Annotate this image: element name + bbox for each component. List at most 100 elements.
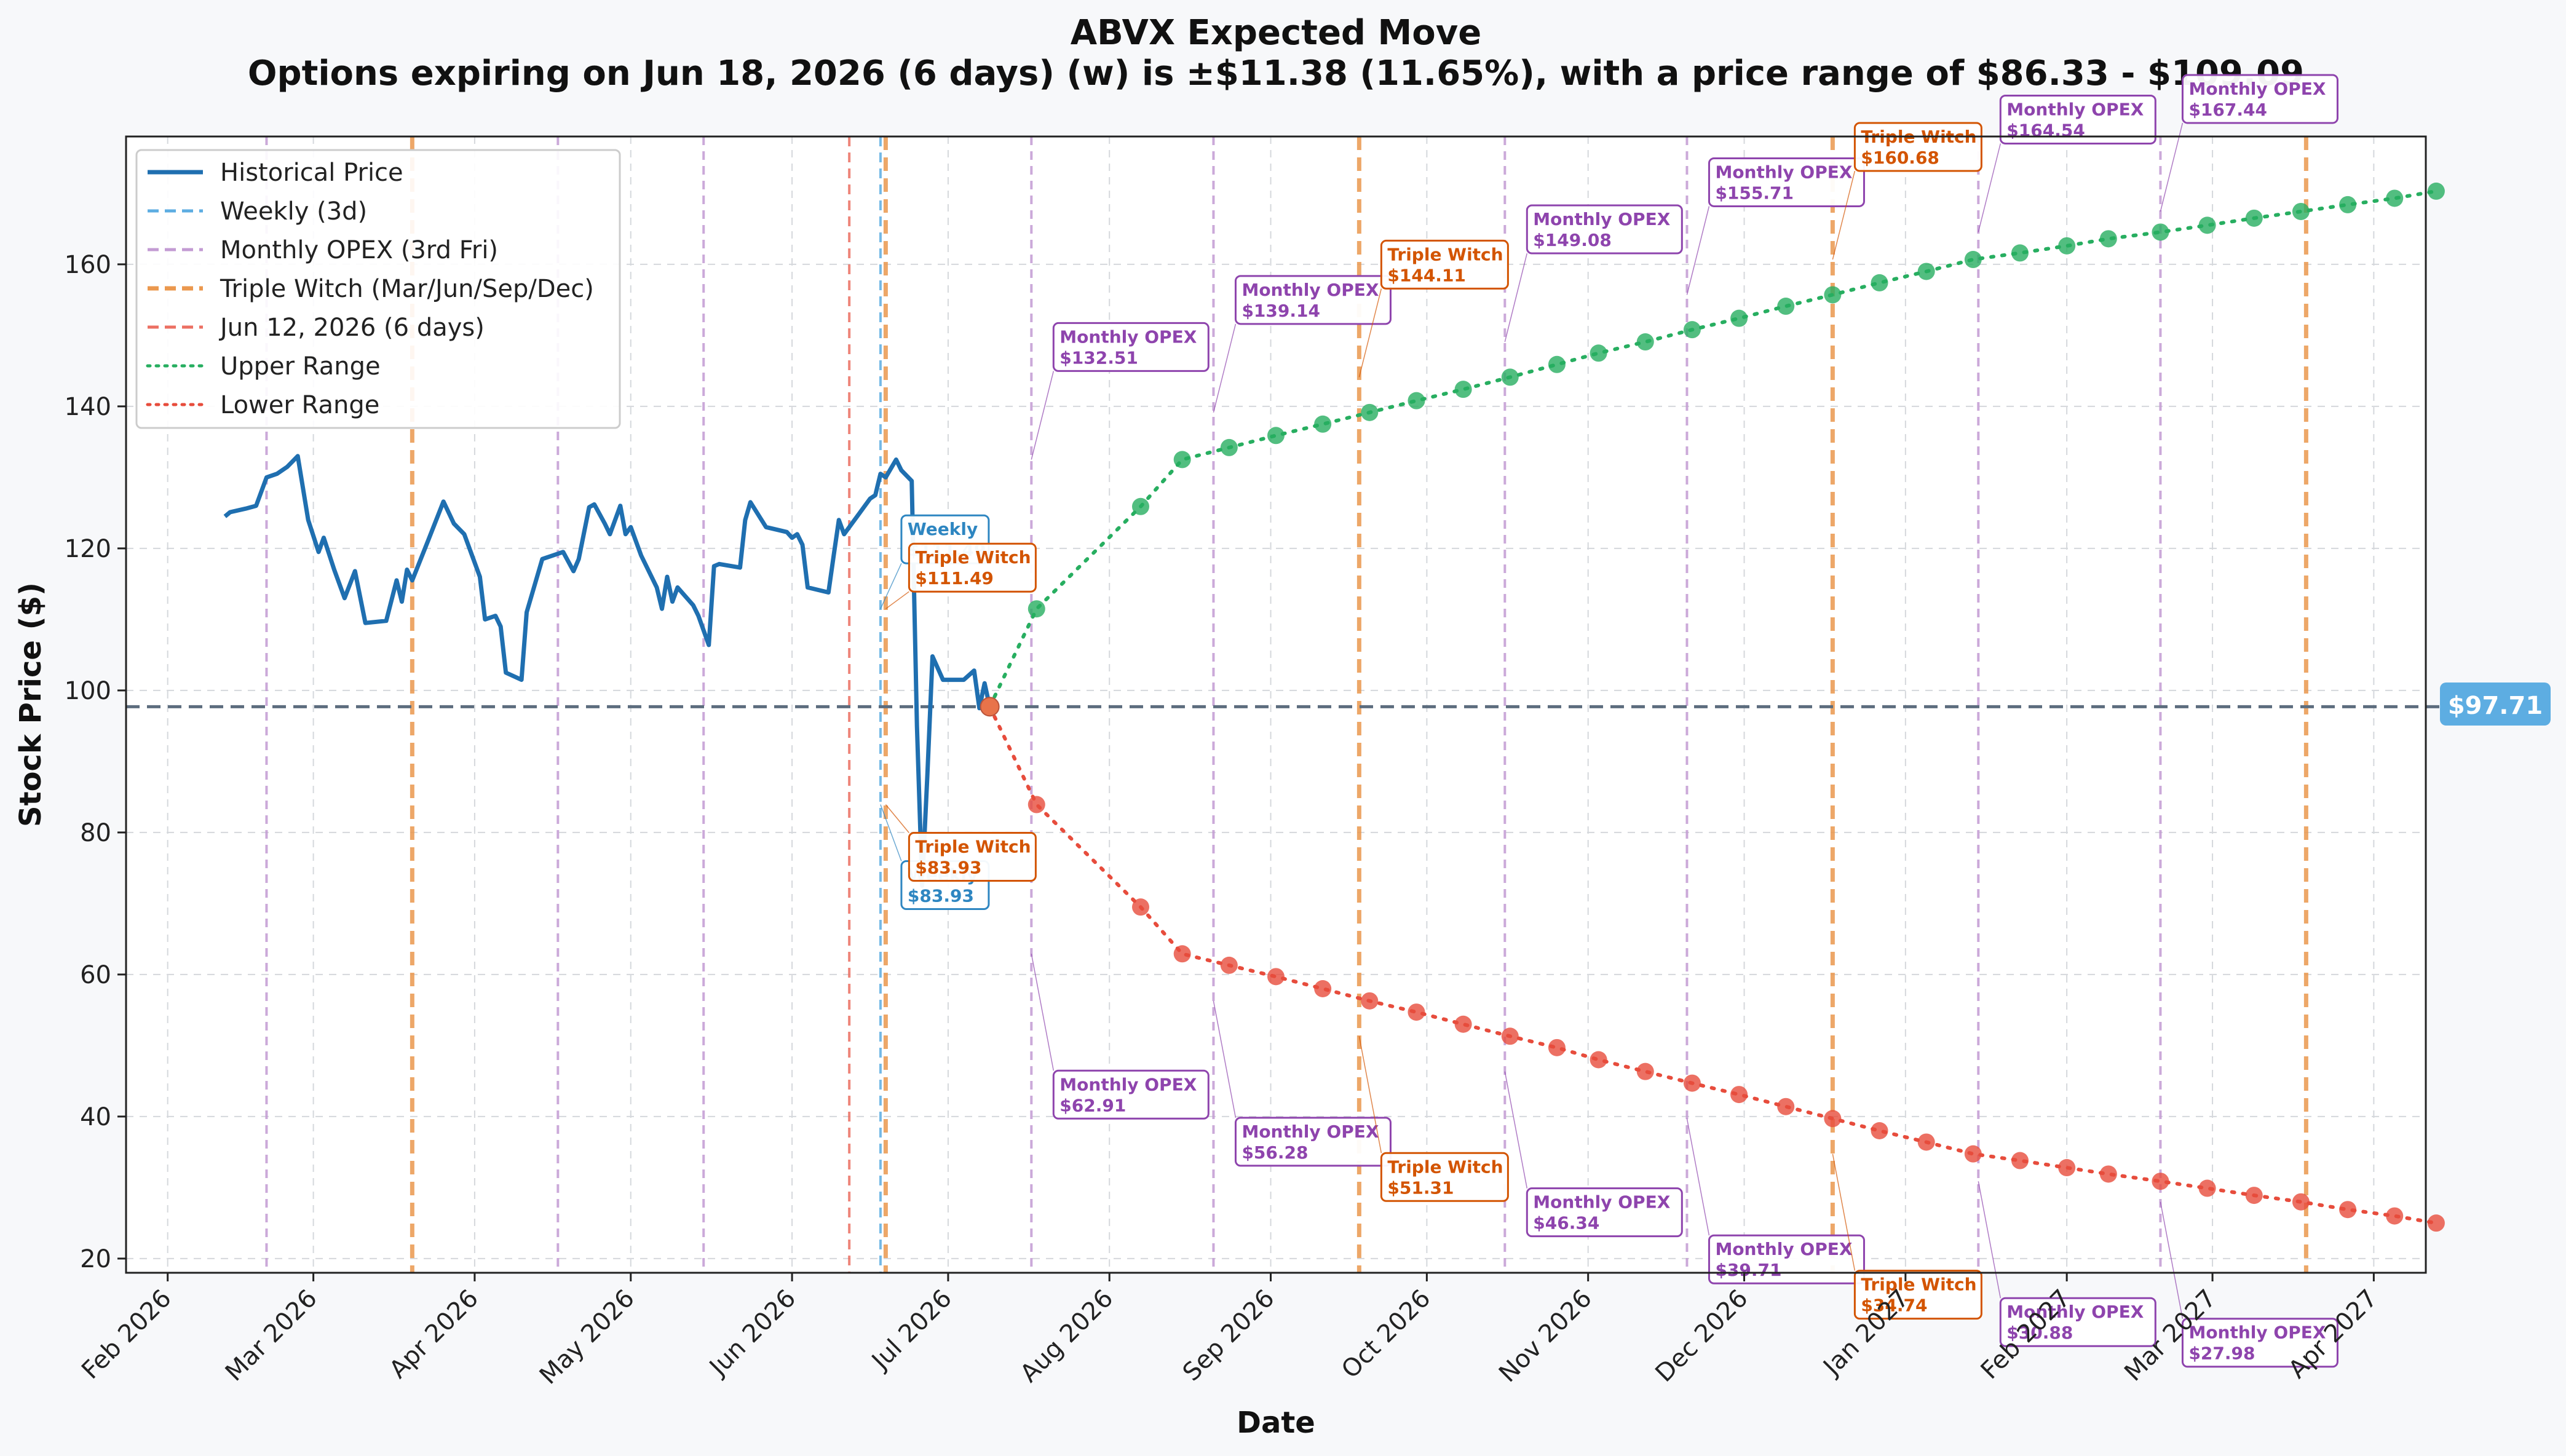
- annotation-title: Monthly OPEX: [1059, 1074, 1197, 1094]
- upper-range-point: [1548, 355, 1566, 373]
- annotation-leader: [1358, 288, 1382, 378]
- lower-range-point: [2058, 1159, 2076, 1177]
- annotation-leader: [1832, 170, 1856, 260]
- annotation-title: Monthly OPEX: [1715, 1239, 1852, 1259]
- lower-range-point: [1028, 796, 1045, 813]
- upper-range-point: [2427, 182, 2445, 200]
- legend-label: Lower Range: [220, 391, 379, 419]
- chart-subtitle: Options expiring on Jun 18, 2026 (6 days…: [248, 53, 2304, 93]
- annotation-value: $149.08: [1533, 230, 1612, 250]
- annotation-title: Monthly OPEX: [2188, 1323, 2326, 1343]
- upper-range-point: [1683, 321, 1701, 339]
- annotation-value: $83.93: [908, 886, 974, 906]
- lower-range-point: [1824, 1110, 1842, 1128]
- lower-range-point: [2152, 1173, 2169, 1190]
- lower-range-point: [1267, 968, 1285, 986]
- current-price-badge: $97.71: [2440, 682, 2551, 726]
- annotation-leader: [1031, 371, 1055, 460]
- upper-range-point: [1730, 309, 1748, 327]
- annotation-leader: [1978, 143, 2002, 232]
- lower-range-point: [1548, 1039, 1566, 1056]
- lower-range-point: [1917, 1133, 1935, 1151]
- lower-range-point: [1777, 1098, 1795, 1115]
- annotation-box: [1708, 157, 1865, 207]
- annotation-box: [1380, 1152, 1509, 1202]
- lower-range-point: [1220, 956, 1238, 974]
- upper-range-point: [1824, 286, 1842, 304]
- upper-range-point: [2011, 244, 2029, 262]
- upper-range-point: [1964, 251, 1982, 269]
- lower-range-point: [2386, 1207, 2404, 1225]
- lower-range-point: [2292, 1193, 2310, 1211]
- annotation-box: [1234, 275, 1392, 325]
- annotation-value: $144.11: [1387, 265, 1466, 285]
- upper-range-point: [1132, 497, 1149, 515]
- lower-range-point: [2339, 1201, 2357, 1219]
- annotation-box: [1708, 1234, 1865, 1284]
- lower-range-point: [1132, 898, 1149, 916]
- annotation-title: Triple Witch: [915, 837, 1031, 857]
- upper-range-point: [2099, 230, 2117, 248]
- legend-label: Monthly OPEX (3rd Fri): [220, 236, 498, 264]
- upper-range-point: [2339, 196, 2357, 213]
- legend-items: Historical Price Weekly (3d) Monthly OPEX …: [146, 159, 594, 419]
- annotation-value: $46.34: [1533, 1213, 1599, 1233]
- annotation-leader: [1832, 1153, 1856, 1271]
- annotation-title: Monthly OPEX: [1715, 162, 1852, 182]
- current-price-badge-box: [2440, 682, 2551, 726]
- lower-range-point: [1636, 1062, 1654, 1080]
- lower-range-point: [2245, 1187, 2263, 1205]
- annotation-title: Monthly OPEX: [2006, 1302, 2144, 1322]
- annotation-value: $164.54: [2006, 120, 2085, 140]
- annotation-value: $27.98: [2188, 1343, 2255, 1364]
- annotation-leader: [880, 563, 902, 609]
- annotation-value: $167.44: [2188, 100, 2267, 120]
- y-tick-label: 100: [65, 677, 111, 705]
- upper-range-point: [1267, 427, 1285, 445]
- current-price-point: [980, 697, 1000, 717]
- upper-range-point: [1173, 451, 1191, 469]
- legend-label: Triple Witch (Mar/Jun/Sep/Dec): [220, 275, 594, 303]
- annotation-title: Monthly OPEX: [1059, 326, 1197, 347]
- lower-range-point: [1964, 1145, 1982, 1163]
- y-tick-label: 160: [65, 251, 111, 279]
- annotation-leader: [1213, 323, 1237, 413]
- annotation-leader: [1686, 1118, 1710, 1236]
- annotation-value: $34.74: [1861, 1296, 1927, 1316]
- annotation-title: Monthly OPEX: [1533, 209, 1670, 229]
- annotation-value: $111.49: [915, 568, 994, 588]
- annotation-value: $139.14: [1241, 301, 1320, 321]
- annotation-box: [1380, 239, 1509, 290]
- series-layer: [126, 182, 2445, 1232]
- annotation-box: [1526, 1187, 1683, 1238]
- annotation-leader: [1031, 954, 1055, 1071]
- annotation-leader: [2160, 1201, 2184, 1319]
- annotation-leader: [1686, 206, 1710, 295]
- legend-label: Jun 12, 2026 (6 days): [218, 314, 485, 342]
- annotation-box: [908, 832, 1037, 882]
- annotation-box: [1526, 204, 1683, 255]
- annotation-title: Triple Witch: [1387, 244, 1503, 264]
- lower-range-point: [1871, 1122, 1888, 1139]
- annotation-box: [2181, 74, 2338, 124]
- lower-range-point: [2099, 1165, 2117, 1183]
- legend-label: Historical Price: [220, 159, 403, 187]
- annotation-leader: [1504, 253, 1528, 342]
- y-tick-label: 120: [65, 535, 111, 563]
- upper-range-point: [2245, 209, 2263, 227]
- annotation-value: $83.93: [915, 858, 981, 878]
- legend-label: Weekly (3d): [220, 197, 367, 226]
- upper-range-point: [1361, 403, 1379, 421]
- annotation-box: [1234, 1117, 1392, 1167]
- annotation-value: $160.68: [1861, 148, 1939, 168]
- lower-range-point: [2198, 1179, 2216, 1197]
- upper-range-point: [2292, 202, 2310, 220]
- legend: Historical Price Weekly (3d) Monthly OPEX …: [135, 149, 621, 429]
- upper-range-point: [1636, 333, 1654, 351]
- plot-frame: [125, 135, 2427, 1274]
- current-price-badge-label: $97.71: [2448, 692, 2543, 720]
- annotation-box: [1999, 1297, 2156, 1347]
- annotation-title: Monthly OPEX: [2188, 79, 2326, 99]
- lower-range-point: [1590, 1051, 1607, 1069]
